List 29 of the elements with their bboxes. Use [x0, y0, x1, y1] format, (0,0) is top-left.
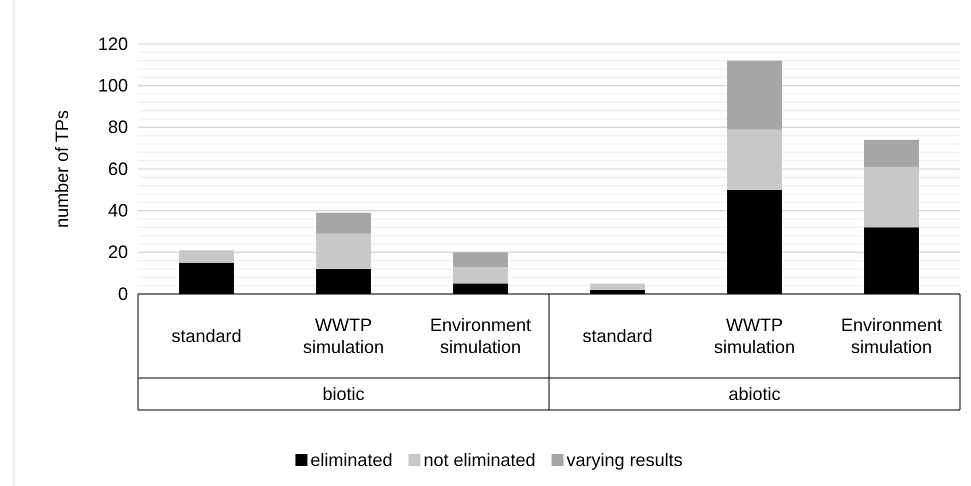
x-tick-label: standard [582, 326, 653, 346]
y-axis-title: number of TPs [52, 110, 72, 228]
bar [864, 166, 919, 228]
bar [727, 60, 782, 130]
y-tick-label: 40 [108, 200, 128, 220]
legend-label: varying results [566, 450, 683, 470]
y-tick-label: 60 [108, 158, 128, 179]
y-tick-label: 20 [108, 242, 128, 262]
bar [453, 252, 508, 267]
x-tick-label: Environment simulation [840, 315, 942, 357]
x-tick-label: Environment simulation [430, 315, 532, 357]
x-tick-label: WWTP simulation [714, 315, 796, 357]
bar [316, 212, 371, 234]
y-tick-label: 0 [118, 284, 128, 304]
legend-label: not eliminated [423, 450, 536, 470]
legend-label: eliminated [310, 450, 392, 470]
text: biotic [322, 384, 365, 404]
bar [179, 250, 234, 263]
y-tick-label: 80 [108, 117, 128, 138]
x-tick-label: WWTP simulation [302, 315, 384, 357]
y-tick-label: 120 [98, 34, 128, 54]
y-tick-label: 100 [98, 75, 128, 96]
bar [727, 129, 782, 190]
bar [316, 234, 371, 269]
bar [453, 266, 508, 284]
bar [590, 284, 645, 290]
x-tick-label: standard [171, 326, 242, 346]
text: abiotic [728, 384, 781, 404]
bar [864, 140, 919, 167]
